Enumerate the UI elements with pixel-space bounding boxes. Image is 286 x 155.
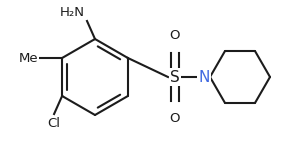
- Text: Cl: Cl: [47, 117, 61, 130]
- Text: Me: Me: [19, 51, 38, 64]
- Text: O: O: [170, 29, 180, 42]
- Text: O: O: [170, 112, 180, 125]
- Text: H₂N: H₂N: [60, 6, 85, 19]
- Text: S: S: [170, 69, 180, 84]
- Text: N: N: [198, 69, 210, 84]
